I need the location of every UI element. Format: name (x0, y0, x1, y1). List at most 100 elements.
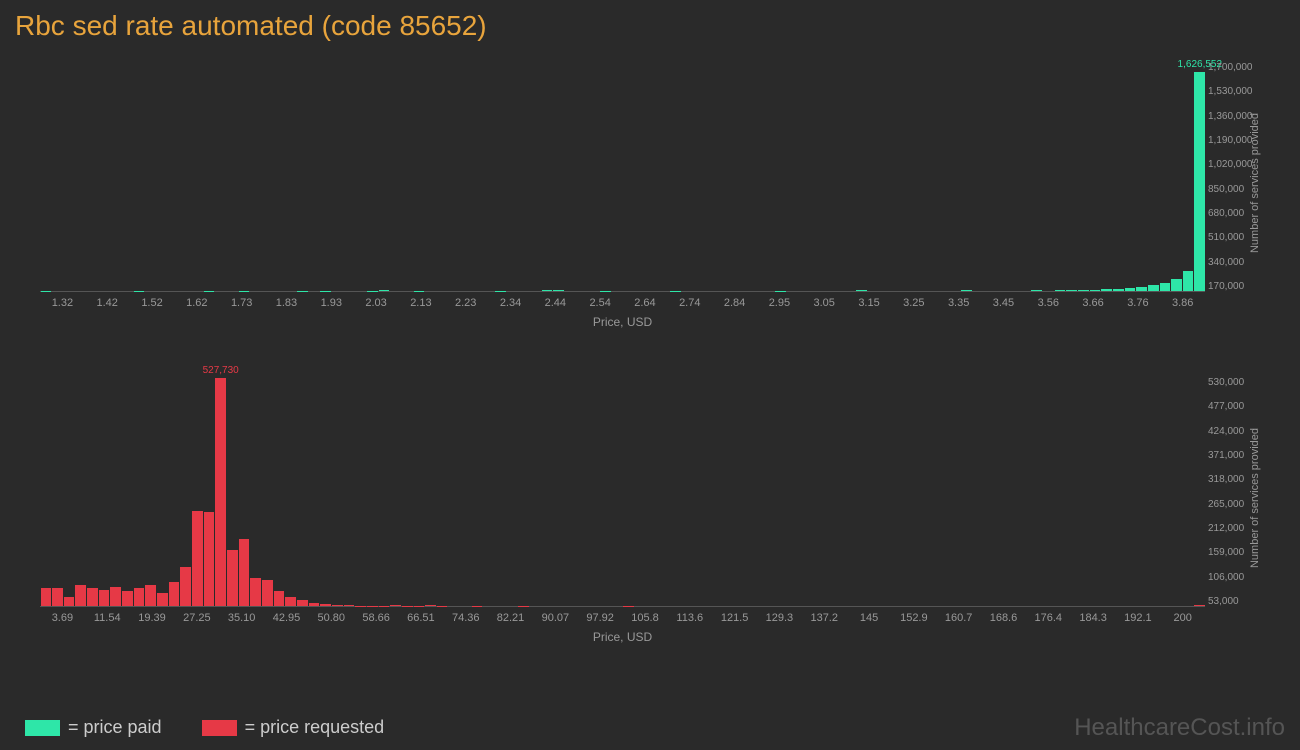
x-tick: 27.25 (174, 612, 219, 624)
x-tick: 35.10 (219, 612, 264, 624)
histogram-bar (961, 290, 972, 291)
x-tick: 2.95 (757, 297, 802, 309)
y-tick: 340,000 (1208, 257, 1263, 268)
histogram-bar (1066, 290, 1077, 291)
x-tick: 3.66 (1071, 297, 1116, 309)
legend-item-paid: = price paid (25, 717, 162, 738)
x-tick: 1.83 (264, 297, 309, 309)
histogram-bar (320, 604, 331, 606)
histogram-bar (856, 290, 867, 291)
x-tick: 42.95 (264, 612, 309, 624)
x-tick: 1.62 (174, 297, 219, 309)
y-tick: 170,000 (1208, 281, 1263, 292)
y-tick: 106,000 (1208, 572, 1263, 583)
x-tick: 82.21 (488, 612, 533, 624)
watermark: HealthcareCost.info (1074, 714, 1285, 742)
swatch-paid (25, 720, 60, 736)
histogram-bar (52, 588, 63, 606)
histogram-bar (390, 605, 401, 606)
x-tick: 121.5 (712, 612, 757, 624)
x-tick: 160.7 (936, 612, 981, 624)
x-axis-label: Price, USD (40, 315, 1205, 329)
histogram-bar (110, 587, 121, 606)
x-tick: 74.36 (443, 612, 488, 624)
x-tick: 176.4 (1026, 612, 1071, 624)
x-tick: 3.76 (1116, 297, 1161, 309)
x-tick: 1.73 (219, 297, 264, 309)
x-tick: 1.32 (40, 297, 85, 309)
histogram-bar (145, 585, 156, 606)
histogram-bar (274, 591, 285, 606)
chart-paid: 1,626,552 1.321.421.521.621.731.831.932.… (15, 57, 1285, 337)
histogram-bar (1136, 287, 1147, 291)
x-tick: 192.1 (1116, 612, 1161, 624)
histogram-bar (1183, 271, 1194, 291)
x-tick: 152.9 (891, 612, 936, 624)
histogram-bar (169, 582, 180, 606)
x-axis-label: Price, USD (40, 630, 1205, 644)
x-tick: 2.03 (354, 297, 399, 309)
histogram-bar (1090, 290, 1101, 291)
x-tick: 3.56 (1026, 297, 1071, 309)
x-tick: 66.51 (399, 612, 444, 624)
histogram-bar (285, 597, 296, 606)
x-tick: 58.66 (354, 612, 399, 624)
page-title: Rbc sed rate automated (code 85652) (15, 10, 1285, 42)
x-tick: 105.8 (623, 612, 668, 624)
x-tick: 2.34 (488, 297, 533, 309)
histogram-bar (75, 585, 86, 606)
y-tick: 477,000 (1208, 401, 1263, 412)
x-tick: 2.64 (623, 297, 668, 309)
x-tick: 113.6 (667, 612, 712, 624)
histogram-bar (204, 512, 215, 606)
x-tick: 3.25 (891, 297, 936, 309)
y-axis-label: Number of services provided (1249, 428, 1261, 568)
x-tick: 2.54 (578, 297, 623, 309)
x-tick: 137.2 (802, 612, 847, 624)
x-tick: 1.52 (130, 297, 175, 309)
histogram-bar (134, 588, 145, 606)
chart-requested: 527,730 3.6911.5419.3927.2535.1042.9550.… (15, 372, 1285, 652)
x-tick: 3.15 (847, 297, 892, 309)
histogram-bar (122, 591, 133, 606)
legend-label: = price paid (68, 717, 162, 738)
histogram-bar (332, 605, 343, 606)
x-tick: 2.13 (399, 297, 444, 309)
histogram-bar (1078, 290, 1089, 291)
histogram-bar (180, 567, 191, 606)
histogram-bar (425, 605, 436, 606)
y-tick: 1,700,000 (1208, 62, 1263, 73)
x-tick: 3.35 (936, 297, 981, 309)
histogram-bar (542, 290, 553, 291)
x-tick: 2.23 (443, 297, 488, 309)
histogram-bar (1101, 289, 1112, 291)
x-tick: 168.6 (981, 612, 1026, 624)
histogram-bar (344, 605, 355, 606)
x-tick: 1.93 (309, 297, 354, 309)
y-tick: 530,000 (1208, 377, 1263, 388)
x-tick: 129.3 (757, 612, 802, 624)
x-tick: 200 (1160, 612, 1205, 624)
histogram-bar (1055, 290, 1066, 291)
x-tick: 19.39 (130, 612, 175, 624)
histogram-bar (1160, 283, 1171, 291)
x-tick: 1.42 (85, 297, 130, 309)
x-tick: 2.44 (533, 297, 578, 309)
histogram-bar (41, 588, 52, 606)
histogram-bar (553, 290, 564, 291)
histogram-bar (1171, 279, 1182, 291)
legend-item-requested: = price requested (202, 717, 385, 738)
y-tick: 1,530,000 (1208, 86, 1263, 97)
histogram-bar (227, 550, 238, 606)
histogram-bar (297, 600, 308, 606)
swatch-requested (202, 720, 237, 736)
histogram-bar (239, 539, 250, 606)
histogram-bar (379, 290, 390, 291)
histogram-bar (250, 578, 261, 606)
peak-label: 527,730 (203, 365, 239, 376)
x-tick: 184.3 (1071, 612, 1116, 624)
x-tick: 3.05 (802, 297, 847, 309)
x-tick: 2.74 (667, 297, 712, 309)
x-tick: 11.54 (85, 612, 130, 624)
x-tick: 145 (847, 612, 892, 624)
